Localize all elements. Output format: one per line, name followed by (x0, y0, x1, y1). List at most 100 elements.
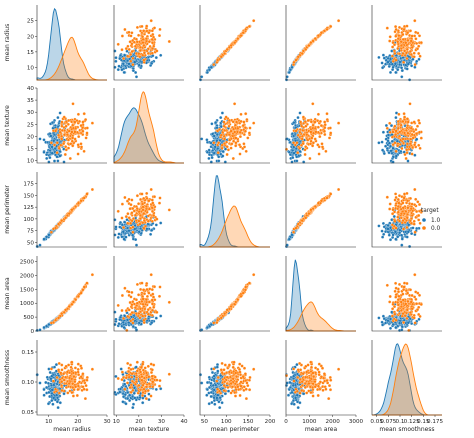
point (410, 232, 414, 236)
point (300, 124, 304, 128)
point (405, 142, 409, 146)
point (76, 294, 80, 298)
point (120, 68, 124, 72)
kde-0-0 (36, 36, 107, 81)
point (120, 293, 124, 298)
point (417, 44, 421, 48)
point (134, 243, 139, 247)
point (231, 156, 235, 161)
point (319, 124, 323, 128)
point (413, 143, 417, 147)
point (317, 152, 321, 156)
point (303, 152, 307, 157)
point (401, 201, 405, 205)
point (149, 19, 153, 23)
point (296, 222, 300, 226)
point (82, 196, 86, 200)
point (292, 151, 296, 155)
point (150, 209, 155, 213)
point (221, 149, 225, 154)
point (85, 131, 89, 135)
point (294, 129, 298, 133)
point (247, 131, 251, 135)
point (401, 32, 405, 37)
point (122, 325, 126, 330)
point (130, 198, 134, 202)
point (146, 51, 150, 55)
point (58, 130, 62, 134)
point (135, 282, 139, 286)
point (238, 135, 242, 139)
point (141, 208, 145, 212)
point (390, 218, 394, 222)
point (151, 201, 155, 205)
point (81, 129, 85, 133)
point (223, 137, 227, 141)
point (313, 37, 317, 41)
point (227, 133, 231, 137)
point (205, 138, 209, 142)
point (238, 130, 242, 134)
point (205, 150, 209, 154)
point (410, 133, 414, 137)
point (406, 120, 410, 124)
point (200, 137, 204, 141)
point (410, 213, 414, 218)
point (64, 308, 68, 312)
point (402, 60, 406, 64)
point (319, 31, 323, 35)
point (116, 209, 120, 213)
point (316, 34, 320, 38)
point (401, 119, 405, 123)
point (137, 230, 141, 234)
point (79, 142, 83, 146)
point (296, 55, 300, 59)
point (135, 207, 139, 211)
point (413, 34, 417, 38)
point (130, 211, 134, 215)
point (227, 124, 231, 128)
axis-spine (285, 172, 356, 248)
point (70, 139, 74, 143)
point (388, 202, 392, 206)
point (397, 219, 402, 223)
point (216, 58, 220, 62)
point (71, 144, 75, 148)
point (244, 112, 248, 116)
point (134, 70, 138, 75)
point (400, 237, 404, 241)
point (128, 40, 132, 44)
point (53, 143, 57, 147)
point (325, 112, 329, 116)
point (391, 208, 395, 212)
point (252, 19, 256, 23)
point (152, 26, 157, 30)
point (412, 222, 416, 226)
point (47, 233, 51, 237)
point (114, 56, 118, 60)
panel-mean-radius-vs-mean-area (284, 5, 356, 82)
point (146, 312, 150, 316)
point (123, 27, 127, 32)
point (300, 134, 304, 138)
point (242, 142, 246, 146)
point (295, 155, 299, 159)
point (415, 124, 420, 128)
point (84, 118, 88, 122)
axis-spine (285, 5, 356, 81)
point (394, 25, 398, 29)
point (401, 137, 405, 141)
point (120, 308, 124, 313)
point (316, 143, 320, 147)
point (399, 43, 403, 48)
point (287, 150, 291, 154)
point (150, 219, 154, 223)
point (54, 226, 58, 230)
panel-mean-texture-vs-mean-area (284, 88, 356, 164)
point (324, 149, 328, 153)
point (403, 115, 407, 119)
point (323, 132, 327, 137)
point (397, 201, 401, 205)
point (323, 126, 327, 130)
point (210, 156, 214, 160)
